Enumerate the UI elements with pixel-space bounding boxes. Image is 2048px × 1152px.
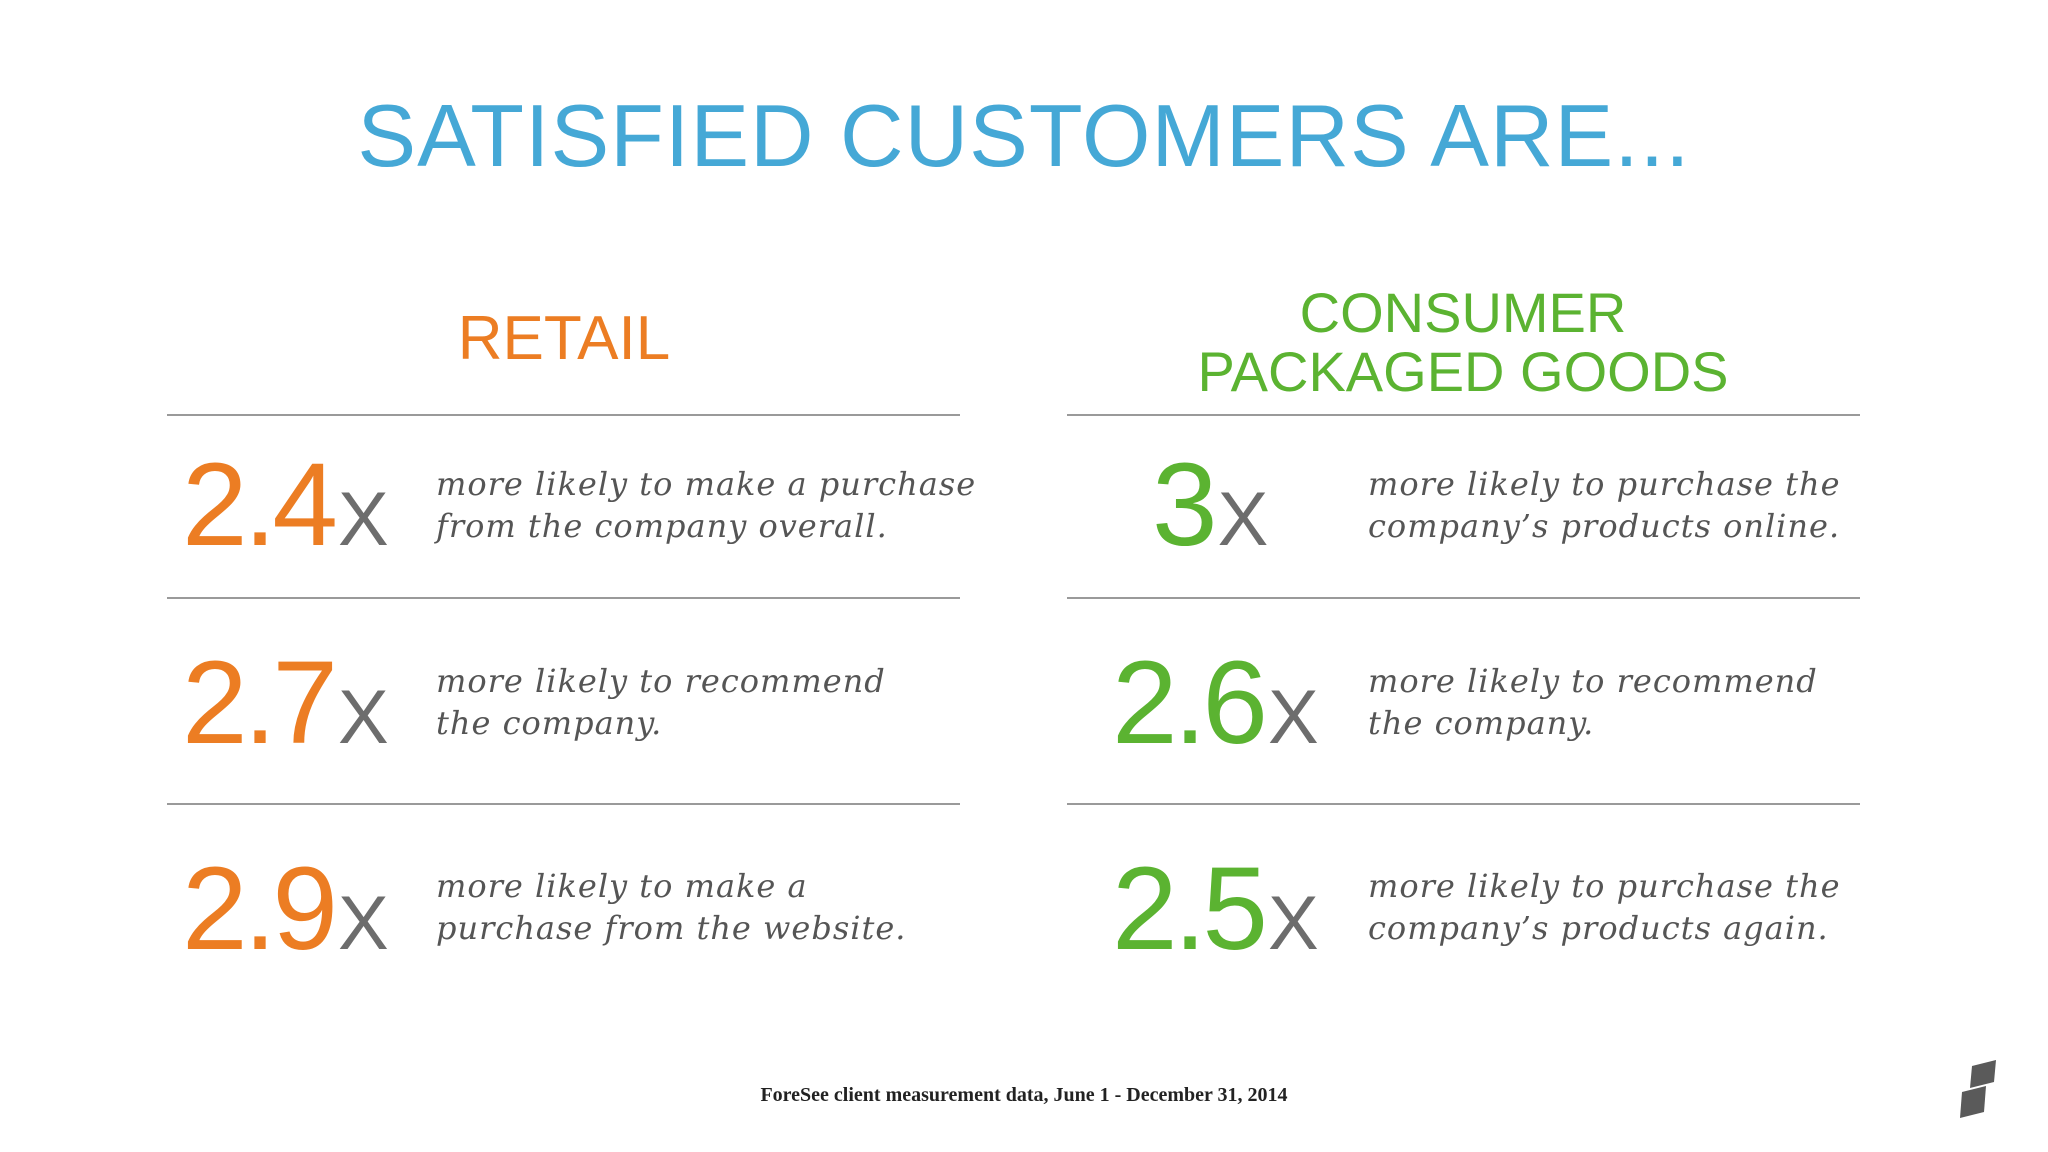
desc-line: company’s products again. [1368,909,1829,947]
retail-stat-3-text: more likely to make a purchase from the … [436,865,906,949]
divider [1067,597,1860,599]
stat-value: 2.7 [182,637,338,769]
stat-suffix: X [1268,675,1319,760]
stat-suffix: X [1217,477,1269,562]
desc-line: purchase from the website. [436,909,907,947]
retail-stat-1: 2.4X [182,446,389,564]
desc-line: more likely to recommend [436,662,886,700]
retail-stat-2: 2.7X [182,644,389,762]
desc-line: more likely to purchase the [1368,867,1841,905]
stat-value: 2.4 [182,439,338,571]
retail-heading: RETAIL [168,308,960,370]
desc-line: more likely to make a [436,867,808,905]
desc-line: the company. [436,704,663,742]
stat-suffix: X [338,477,389,562]
brand-logo-icon [1960,1060,1996,1118]
stat-suffix: X [338,675,389,760]
cpg-stat-2-text: more likely to recommend the company. [1368,660,1818,744]
cpg-stat-2: 2.6X [1112,644,1319,762]
stat-value: 2.5 [1112,843,1268,975]
cpg-stat-1-text: more likely to purchase the company’s pr… [1368,463,1841,547]
desc-line: more likely to recommend [1368,662,1818,700]
desc-line: the company. [1368,704,1595,742]
slide-title: SATISFIED CUSTOMERS ARE... [357,86,1691,185]
cpg-stat-1: 3X [1152,446,1268,564]
divider [167,414,960,416]
retail-stat-2-text: more likely to recommend the company. [436,660,886,744]
divider [167,597,960,599]
retail-stat-3: 2.9X [182,850,389,968]
desc-line: company’s products online. [1368,507,1841,545]
retail-stat-1-text: more likely to make a purchase from the … [436,463,976,547]
desc-line: more likely to purchase the [1368,465,1841,503]
cpg-heading-line-1: CONSUMER [1299,281,1627,344]
stat-value: 2.9 [182,843,338,975]
cpg-heading: CONSUMER PACKAGED GOODS [1067,281,1859,403]
stat-value: 3 [1152,439,1218,571]
cpg-stat-3-text: more likely to purchase the company’s pr… [1368,865,1841,949]
desc-line: more likely to make a purchase [436,465,977,503]
stat-suffix: X [338,881,389,966]
divider [167,803,960,805]
stat-value: 2.6 [1112,637,1268,769]
retail-heading-line: RETAIL [457,304,671,373]
desc-line: from the company overall. [436,507,888,545]
divider [1067,803,1860,805]
cpg-heading-line-2: PACKAGED GOODS [1197,339,1729,403]
stat-suffix: X [1268,881,1319,966]
footnote: ForeSee client measurement data, June 1 … [760,1084,1288,1106]
cpg-stat-3: 2.5X [1112,850,1319,968]
divider [1067,414,1860,416]
